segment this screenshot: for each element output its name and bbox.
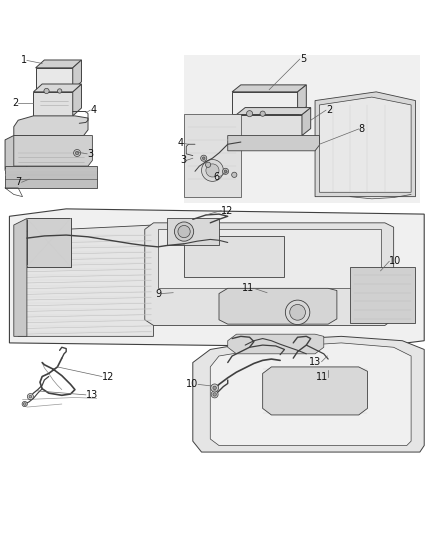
Polygon shape [237,115,302,135]
Polygon shape [46,84,64,90]
Polygon shape [302,108,311,135]
Circle shape [44,88,49,94]
Polygon shape [18,225,153,336]
Text: 3: 3 [87,149,93,159]
Circle shape [260,111,265,116]
Polygon shape [5,166,97,188]
Polygon shape [73,60,81,90]
Circle shape [74,149,81,157]
Text: 3: 3 [180,156,186,165]
Circle shape [178,225,190,238]
Text: 13: 13 [86,390,98,400]
Text: 8: 8 [359,124,365,134]
Polygon shape [184,236,285,277]
Circle shape [22,401,27,407]
Text: 11: 11 [242,284,254,293]
Polygon shape [263,367,367,415]
Polygon shape [35,60,81,68]
Circle shape [174,222,194,241]
Polygon shape [27,219,71,266]
Polygon shape [35,68,73,90]
Polygon shape [33,84,81,92]
Polygon shape [193,336,424,452]
Text: 5: 5 [300,54,306,64]
Polygon shape [33,92,73,116]
Polygon shape [166,219,219,245]
Polygon shape [210,343,411,446]
Circle shape [247,111,253,117]
Text: 12: 12 [221,206,233,216]
Polygon shape [228,334,324,354]
Text: 2: 2 [12,98,18,108]
Polygon shape [232,92,297,114]
Circle shape [211,391,218,398]
Polygon shape [184,55,420,203]
Circle shape [202,157,205,159]
Text: 13: 13 [309,357,321,367]
Circle shape [23,403,26,405]
Circle shape [213,393,216,396]
Polygon shape [232,85,306,92]
Polygon shape [14,116,88,135]
Circle shape [211,384,219,392]
Polygon shape [315,92,416,197]
Text: 2: 2 [326,105,332,115]
Polygon shape [145,223,394,326]
Polygon shape [73,84,81,116]
Circle shape [206,164,219,177]
Text: 12: 12 [102,372,114,382]
Polygon shape [5,135,27,171]
Polygon shape [219,288,337,324]
Polygon shape [14,135,92,166]
Circle shape [223,168,229,174]
Polygon shape [350,266,416,323]
Circle shape [232,172,237,177]
Text: 10: 10 [389,256,402,266]
Circle shape [201,155,207,161]
Circle shape [57,89,62,93]
Text: 4: 4 [90,105,96,115]
Circle shape [224,170,227,173]
Text: 10: 10 [186,379,198,390]
Circle shape [29,395,32,398]
Polygon shape [319,97,411,192]
Circle shape [201,159,223,181]
Circle shape [205,162,211,167]
Text: 11: 11 [316,372,328,382]
Text: 1: 1 [21,55,27,66]
Polygon shape [297,85,306,114]
Circle shape [213,386,216,390]
Text: 7: 7 [15,177,21,187]
Polygon shape [184,114,241,197]
Polygon shape [158,229,381,288]
Text: 6: 6 [213,172,219,182]
Circle shape [290,304,305,320]
Circle shape [286,300,310,325]
Polygon shape [10,209,424,348]
Polygon shape [228,135,319,151]
Text: 4: 4 [177,139,183,148]
Circle shape [75,151,79,155]
Text: 9: 9 [155,288,161,298]
Polygon shape [14,219,27,336]
Circle shape [27,393,33,400]
Polygon shape [237,108,311,115]
